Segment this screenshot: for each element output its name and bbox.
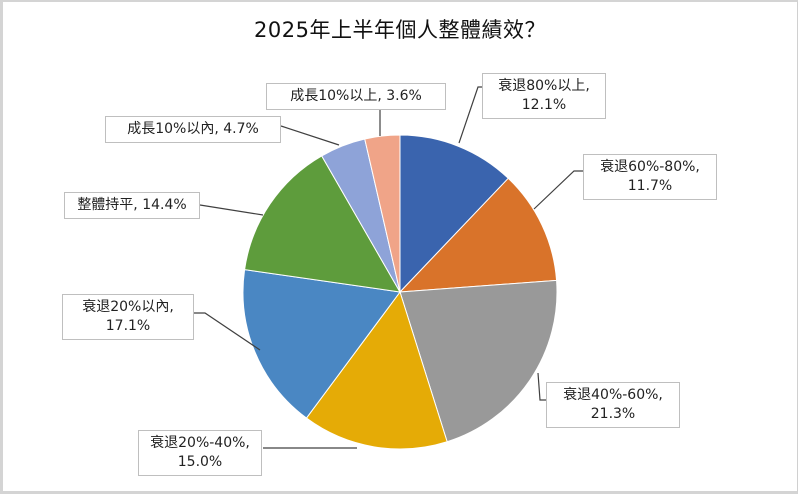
label-value: 17.1% — [105, 318, 151, 334]
data-label-decline-within-20: 衰退20%以內, 17.1% — [62, 294, 194, 340]
label-text: 成長10%以上, 3.6% — [290, 88, 422, 104]
label-value: 12.1% — [521, 97, 567, 113]
label-text: 衰退80%以上, — [498, 78, 590, 94]
pie-slice — [399, 134, 509, 294]
data-label-flat: 整體持平, 14.4% — [64, 192, 200, 219]
leader-line — [199, 204, 264, 216]
data-label-decline-60-80: 衰退60%-80%, 11.7% — [583, 154, 717, 200]
label-value: 15.0% — [177, 454, 223, 470]
data-label-decline-20-40: 衰退20%-40%, 15.0% — [138, 430, 262, 476]
pie-slice — [242, 269, 401, 419]
label-text: 衰退20%以內, — [82, 299, 174, 315]
data-label-growth-10-plus: 成長10%以上, 3.6% — [266, 83, 446, 110]
data-label-decline-80-plus: 衰退80%以上, 12.1% — [482, 73, 606, 119]
label-value: 11.7% — [627, 178, 673, 194]
label-text: 衰退40%-60%, — [563, 387, 663, 403]
label-value: 21.3% — [590, 406, 636, 422]
leader-line — [533, 170, 583, 210]
label-text: 衰退20%-40%, — [150, 435, 250, 451]
chart-title: 2025年上半年個人整體績效？ — [254, 18, 546, 42]
data-label-decline-40-60: 衰退40%-60%, 21.3% — [546, 382, 680, 428]
pie-slice — [364, 134, 401, 293]
pie-slice — [398, 177, 558, 293]
label-text: 成長10%以內, 4.7% — [127, 121, 259, 137]
leader-line — [194, 312, 261, 351]
data-label-growth-within-10: 成長10%以內, 4.7% — [105, 116, 281, 143]
label-text: 整體持平, 14.4% — [77, 197, 187, 213]
pie-slice — [305, 290, 448, 450]
leader-line — [280, 125, 340, 146]
pie-slice — [399, 279, 558, 443]
leader-line — [458, 86, 483, 144]
leader-line — [537, 372, 546, 401]
label-text: 衰退60%-80%, — [600, 159, 700, 175]
pie-slice — [244, 155, 401, 293]
